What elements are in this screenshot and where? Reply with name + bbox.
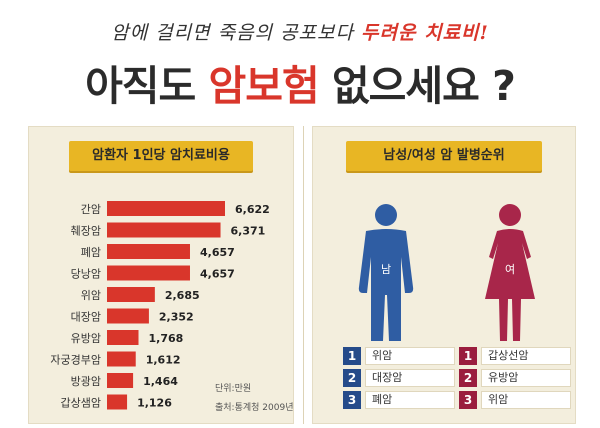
rank-label: 폐암 bbox=[365, 391, 455, 409]
tagline-part1: 암에 걸리면 죽음의 공포보다 bbox=[111, 22, 362, 44]
bar-category-label: 간암 bbox=[81, 203, 101, 216]
bar-value-label: 4,657 bbox=[200, 246, 235, 259]
rank-label: 대장암 bbox=[365, 369, 455, 387]
bar bbox=[107, 330, 139, 345]
male-rank-item: 3 폐암 bbox=[343, 391, 455, 409]
bar bbox=[107, 287, 155, 302]
headline-part1: 아직도 bbox=[85, 62, 209, 110]
unit-note: 단위:만원 bbox=[215, 383, 251, 394]
panel-divider bbox=[303, 126, 304, 424]
bar-category-label: 자궁경부암 bbox=[50, 354, 101, 367]
male-rank-item: 1 위암 bbox=[343, 347, 455, 365]
tagline: 암에 걸리면 죽음의 공포보다 두려운 치료비! bbox=[0, 18, 600, 45]
female-rank-item: 2 유방암 bbox=[459, 369, 571, 387]
headline-part2: 없으세요 ? bbox=[318, 62, 516, 110]
bar-category-label: 당낭암 bbox=[71, 268, 101, 281]
bar bbox=[107, 222, 221, 238]
rank-number: 2 bbox=[459, 369, 477, 387]
rank-label: 갑상선암 bbox=[481, 347, 571, 365]
bar bbox=[107, 201, 225, 216]
bar-value-label: 1,612 bbox=[146, 354, 181, 367]
bar bbox=[107, 394, 128, 410]
male-rank-item: 2 대장암 bbox=[343, 369, 455, 387]
male-figure-label: 남 bbox=[381, 263, 391, 276]
cost-bar-chart: 간암 6,622 췌장암 6,371 폐암 4,657 당낭암 4,657 위암 2,685 대장암… bbox=[50, 201, 293, 413]
bar bbox=[107, 373, 134, 388]
bar-category-label: 방광암 bbox=[71, 375, 101, 388]
rank-number: 3 bbox=[343, 391, 361, 409]
bar-category-label: 췌장암 bbox=[71, 225, 101, 238]
male-figure-icon: 남 bbox=[358, 204, 414, 341]
bar bbox=[107, 265, 190, 281]
female-rank-item: 3 위암 bbox=[459, 391, 571, 409]
ranking-panel: 남성/여성 암 발병순위 남 여 1 위암 2 대장암 3 폐암 1 갑상선암 … bbox=[312, 126, 576, 424]
female-figure-label: 여 bbox=[505, 263, 515, 276]
cost-panel: 간암 6,622 췌장암 6,371 폐암 4,657 당낭암 4,657 위암 2,685 대장암… bbox=[28, 126, 294, 424]
headline-accent: 암보험 bbox=[208, 62, 320, 110]
female-figure-icon: 여 bbox=[485, 204, 535, 341]
bar-value-label: 1,768 bbox=[149, 332, 184, 345]
female-rank-item: 1 갑상선암 bbox=[459, 347, 571, 365]
rank-label: 유방암 bbox=[481, 369, 571, 387]
bar-value-label: 4,657 bbox=[200, 268, 235, 281]
bar-value-label: 6,622 bbox=[235, 203, 270, 216]
source-note: 출처:통계청 2009년 bbox=[215, 401, 293, 413]
cost-panel-banner: 암환자 1인당 암치료비용 bbox=[69, 141, 253, 171]
tagline-part2: 두려운 치료비! bbox=[361, 22, 489, 44]
bar-value-label: 1,464 bbox=[143, 375, 178, 388]
bar bbox=[107, 308, 149, 324]
bar bbox=[107, 244, 190, 259]
rank-label: 위암 bbox=[365, 347, 455, 365]
bar bbox=[107, 351, 136, 367]
bar-category-label: 폐암 bbox=[81, 246, 101, 259]
rank-number: 2 bbox=[343, 369, 361, 387]
bar-category-label: 대장암 bbox=[71, 311, 101, 324]
rank-number: 3 bbox=[459, 391, 477, 409]
rank-label: 위암 bbox=[481, 391, 571, 409]
bar-category-label: 갑상샘암 bbox=[61, 397, 101, 410]
headline: 아직도 암보험 없으세요 ? bbox=[0, 52, 600, 112]
rank-number: 1 bbox=[459, 347, 477, 365]
rank-number: 1 bbox=[343, 347, 361, 365]
ranking-panel-banner: 남성/여성 암 발병순위 bbox=[346, 141, 542, 171]
bar-value-label: 6,371 bbox=[231, 225, 266, 238]
bar-value-label: 1,126 bbox=[137, 397, 172, 410]
bar-value-label: 2,685 bbox=[165, 289, 200, 302]
bar-value-label: 2,352 bbox=[159, 311, 194, 324]
bar-category-label: 유방암 bbox=[71, 332, 101, 345]
bar-category-label: 위암 bbox=[81, 289, 101, 302]
